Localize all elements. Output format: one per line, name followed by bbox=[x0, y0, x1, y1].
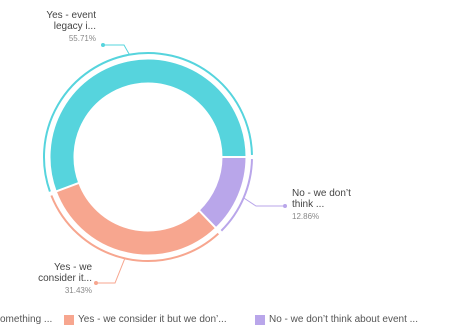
legend-swatch-yes-we-consider bbox=[64, 315, 74, 325]
slice-label-yes-we-consider-line1: Yes - we bbox=[54, 262, 92, 273]
leader-dot-yes-event-legacy bbox=[101, 43, 105, 47]
slice-label-yes-event-legacy-line1: Yes - event bbox=[46, 10, 96, 21]
slice-separator-2 bbox=[55, 181, 80, 193]
slice-label-yes-we-consider: Yes - we consider it... 31.43% bbox=[30, 262, 92, 296]
slice-outer-arc-no-we-dont bbox=[220, 159, 253, 232]
leader-line-yes-event-legacy bbox=[103, 44, 130, 55]
leader-line-no-we-dont bbox=[243, 197, 285, 207]
slice-outer-arc-yes-event-legacy bbox=[43, 52, 253, 192]
slice-label-no-we-dont-line2: think ... bbox=[292, 199, 325, 210]
slice-value-yes-event-legacy: 55.71% bbox=[68, 34, 96, 43]
leader-dot-no-we-dont bbox=[283, 204, 287, 208]
slice-label-yes-we-consider-line2: consider it... bbox=[38, 273, 92, 284]
slice-label-yes-event-legacy-line2: legacy i... bbox=[53, 21, 96, 32]
legend-item-no-we-dont[interactable]: No - we don’t think about event ... bbox=[269, 314, 418, 325]
slice-value-yes-we-consider: 31.43% bbox=[64, 286, 92, 295]
slice-yes-event-legacy[interactable] bbox=[50, 59, 246, 192]
leader-dot-yes-we-consider bbox=[94, 281, 98, 285]
legend-item-yes-we-consider[interactable]: Yes - we consider it but we don’... bbox=[78, 314, 227, 325]
slice-no-we-dont[interactable] bbox=[199, 156, 246, 228]
slice-separator-1 bbox=[198, 209, 217, 229]
legend-swatch-no-we-dont bbox=[255, 315, 265, 325]
slice-yes-we-consider[interactable] bbox=[56, 182, 216, 255]
slice-label-no-we-dont-line1: No - we don’t bbox=[292, 188, 351, 199]
leader-line-yes-we-consider bbox=[96, 258, 126, 284]
legend-item-yes-event-legacy[interactable]: omething ... bbox=[0, 314, 53, 325]
slice-label-no-we-dont: No - we don’t think ... 12.86% bbox=[292, 188, 372, 222]
chart-legend: omething ... Yes - we consider it but we… bbox=[0, 312, 450, 327]
slice-value-no-we-dont: 12.86% bbox=[292, 212, 320, 221]
slice-label-yes-event-legacy: Yes - event legacy i... 55.71% bbox=[38, 10, 96, 44]
